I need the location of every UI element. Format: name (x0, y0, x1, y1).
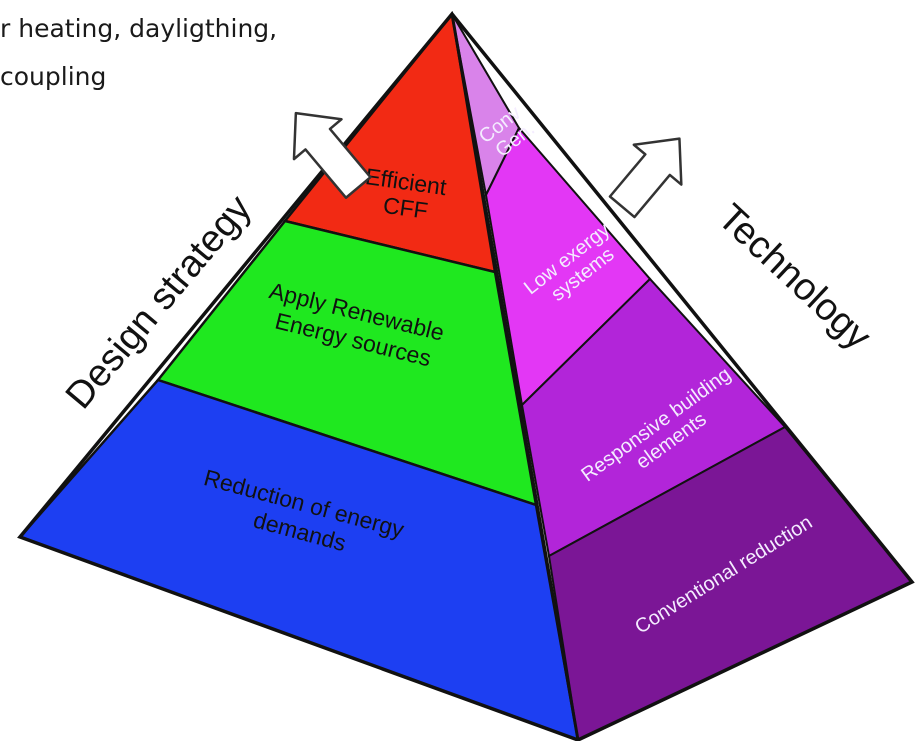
caption-line-2: coupling (0, 62, 107, 91)
arrow-up-right-icon (292, 111, 372, 199)
pyramid-front-edge (450, 13, 580, 741)
arrow-up-left-icon (608, 137, 683, 219)
caption-line-1: r heating, dayligthing, (0, 14, 278, 43)
axis-label-technology: Technology (710, 196, 879, 358)
